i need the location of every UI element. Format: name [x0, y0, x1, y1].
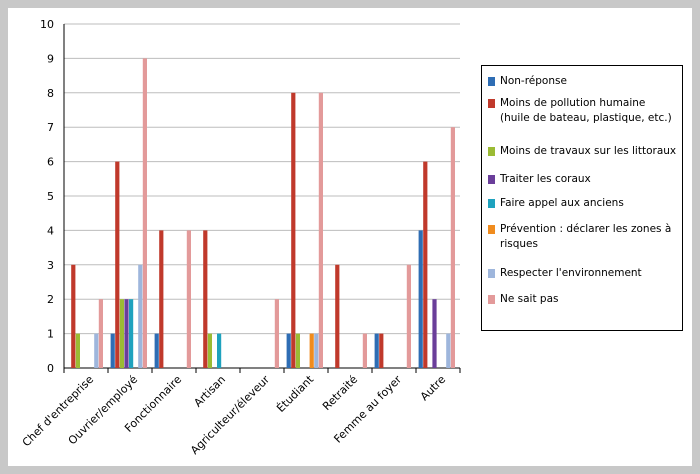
legend-label-2: Moins de travaux sur les littoraux [500, 145, 677, 157]
x-tick-label-4: Agriculteur/éleveur [188, 373, 272, 457]
bar-2-0 [154, 333, 159, 368]
bar-3-2 [207, 333, 212, 368]
y-tick-label-10: 10 [40, 18, 54, 31]
legend-label-7: Ne sait pas [500, 293, 559, 305]
legend-label-5: Prévention : déclarer les zones à risque… [500, 223, 672, 250]
bar-3-1 [203, 230, 208, 368]
legend-label-1: Moins de pollution humaine (huile de bat… [500, 97, 672, 124]
legend-swatch-4 [488, 199, 495, 208]
y-tick-label-2: 2 [47, 293, 54, 306]
x-tick-label-6: Retraité [320, 373, 360, 413]
bar-4-7 [274, 299, 279, 368]
legend: Non-réponse Moins de pollution humaine (h… [481, 65, 683, 331]
bar-5-7 [318, 92, 323, 369]
bar-8-7 [450, 127, 455, 368]
legend-label-4: Faire appel aux anciens [500, 197, 624, 209]
x-tick-label-0: Chef d'entreprise [20, 373, 97, 450]
y-tick-label-3: 3 [47, 259, 54, 272]
bar-1-3 [124, 299, 129, 368]
bar-5-2 [295, 333, 300, 368]
bar-1-7 [142, 58, 147, 369]
bar-5-1 [291, 92, 296, 369]
bar-8-0 [418, 230, 423, 368]
bar-8-1 [423, 161, 428, 368]
legend-label-6: Respecter l'environnement [500, 267, 642, 279]
bar-2-1 [159, 230, 164, 368]
bar-8-3 [432, 299, 437, 368]
bar-6-7 [362, 333, 367, 368]
bar-1-4 [129, 299, 134, 368]
bar-5-0 [286, 333, 291, 368]
bar-0-7 [98, 299, 103, 368]
bars [71, 58, 455, 369]
bar-1-1 [115, 161, 120, 368]
bar-1-0 [110, 333, 115, 368]
legend-item-4: Faire appel aux anciens [488, 196, 678, 211]
bar-0-6 [94, 333, 99, 368]
y-tick-label-5: 5 [47, 190, 54, 203]
x-tick-label-8: Autre [418, 373, 448, 403]
bar-6-1 [335, 264, 340, 368]
y-tick-label-0: 0 [47, 362, 54, 375]
bar-1-2 [119, 299, 124, 368]
bar-7-1 [379, 333, 384, 368]
x-tick-label-5: Étudiant [274, 372, 316, 414]
legend-swatch-2 [488, 147, 495, 156]
bar-5-5 [309, 333, 314, 368]
legend-swatch-0 [488, 77, 495, 86]
legend-swatch-5 [488, 225, 495, 234]
legend-item-6: Respecter l'environnement [488, 266, 678, 281]
y-tick-label-9: 9 [47, 52, 54, 65]
bar-0-2 [75, 333, 80, 368]
y-tick-label-1: 1 [47, 328, 54, 341]
legend-item-3: Traiter les coraux [488, 172, 678, 187]
legend-swatch-3 [488, 175, 495, 184]
legend-label-0: Non-réponse [500, 75, 567, 87]
bar-3-4 [217, 333, 222, 368]
legend-swatch-7 [488, 295, 495, 304]
y-tick-label-4: 4 [47, 224, 54, 237]
legend-item-2: Moins de travaux sur les littoraux [488, 144, 678, 159]
x-tick-label-3: Artisan [191, 373, 228, 410]
legend-label-3: Traiter les coraux [500, 173, 591, 185]
bar-1-6 [138, 264, 143, 368]
legend-swatch-1 [488, 99, 495, 108]
bar-7-0 [374, 333, 379, 368]
bar-0-1 [71, 264, 76, 368]
legend-item-0: Non-réponse [488, 74, 678, 89]
y-tick-label-8: 8 [47, 87, 54, 100]
bar-5-6 [314, 333, 319, 368]
bar-8-6 [446, 333, 451, 368]
legend-swatch-6 [488, 269, 495, 278]
y-tick-label-6: 6 [47, 156, 54, 169]
bar-2-7 [186, 230, 191, 368]
legend-item-1: Moins de pollution humaine (huile de bat… [488, 96, 678, 126]
bar-7-7 [406, 264, 411, 368]
legend-item-7: Ne sait pas [488, 292, 678, 307]
chart-frame: 0 1 2 3 4 5 6 7 8 9 10 Chef d'entreprise Ouvrier/emp… [8, 8, 692, 466]
legend-item-5: Prévention : déclarer les zones à risque… [488, 222, 678, 252]
y-tick-label-7: 7 [47, 121, 54, 134]
